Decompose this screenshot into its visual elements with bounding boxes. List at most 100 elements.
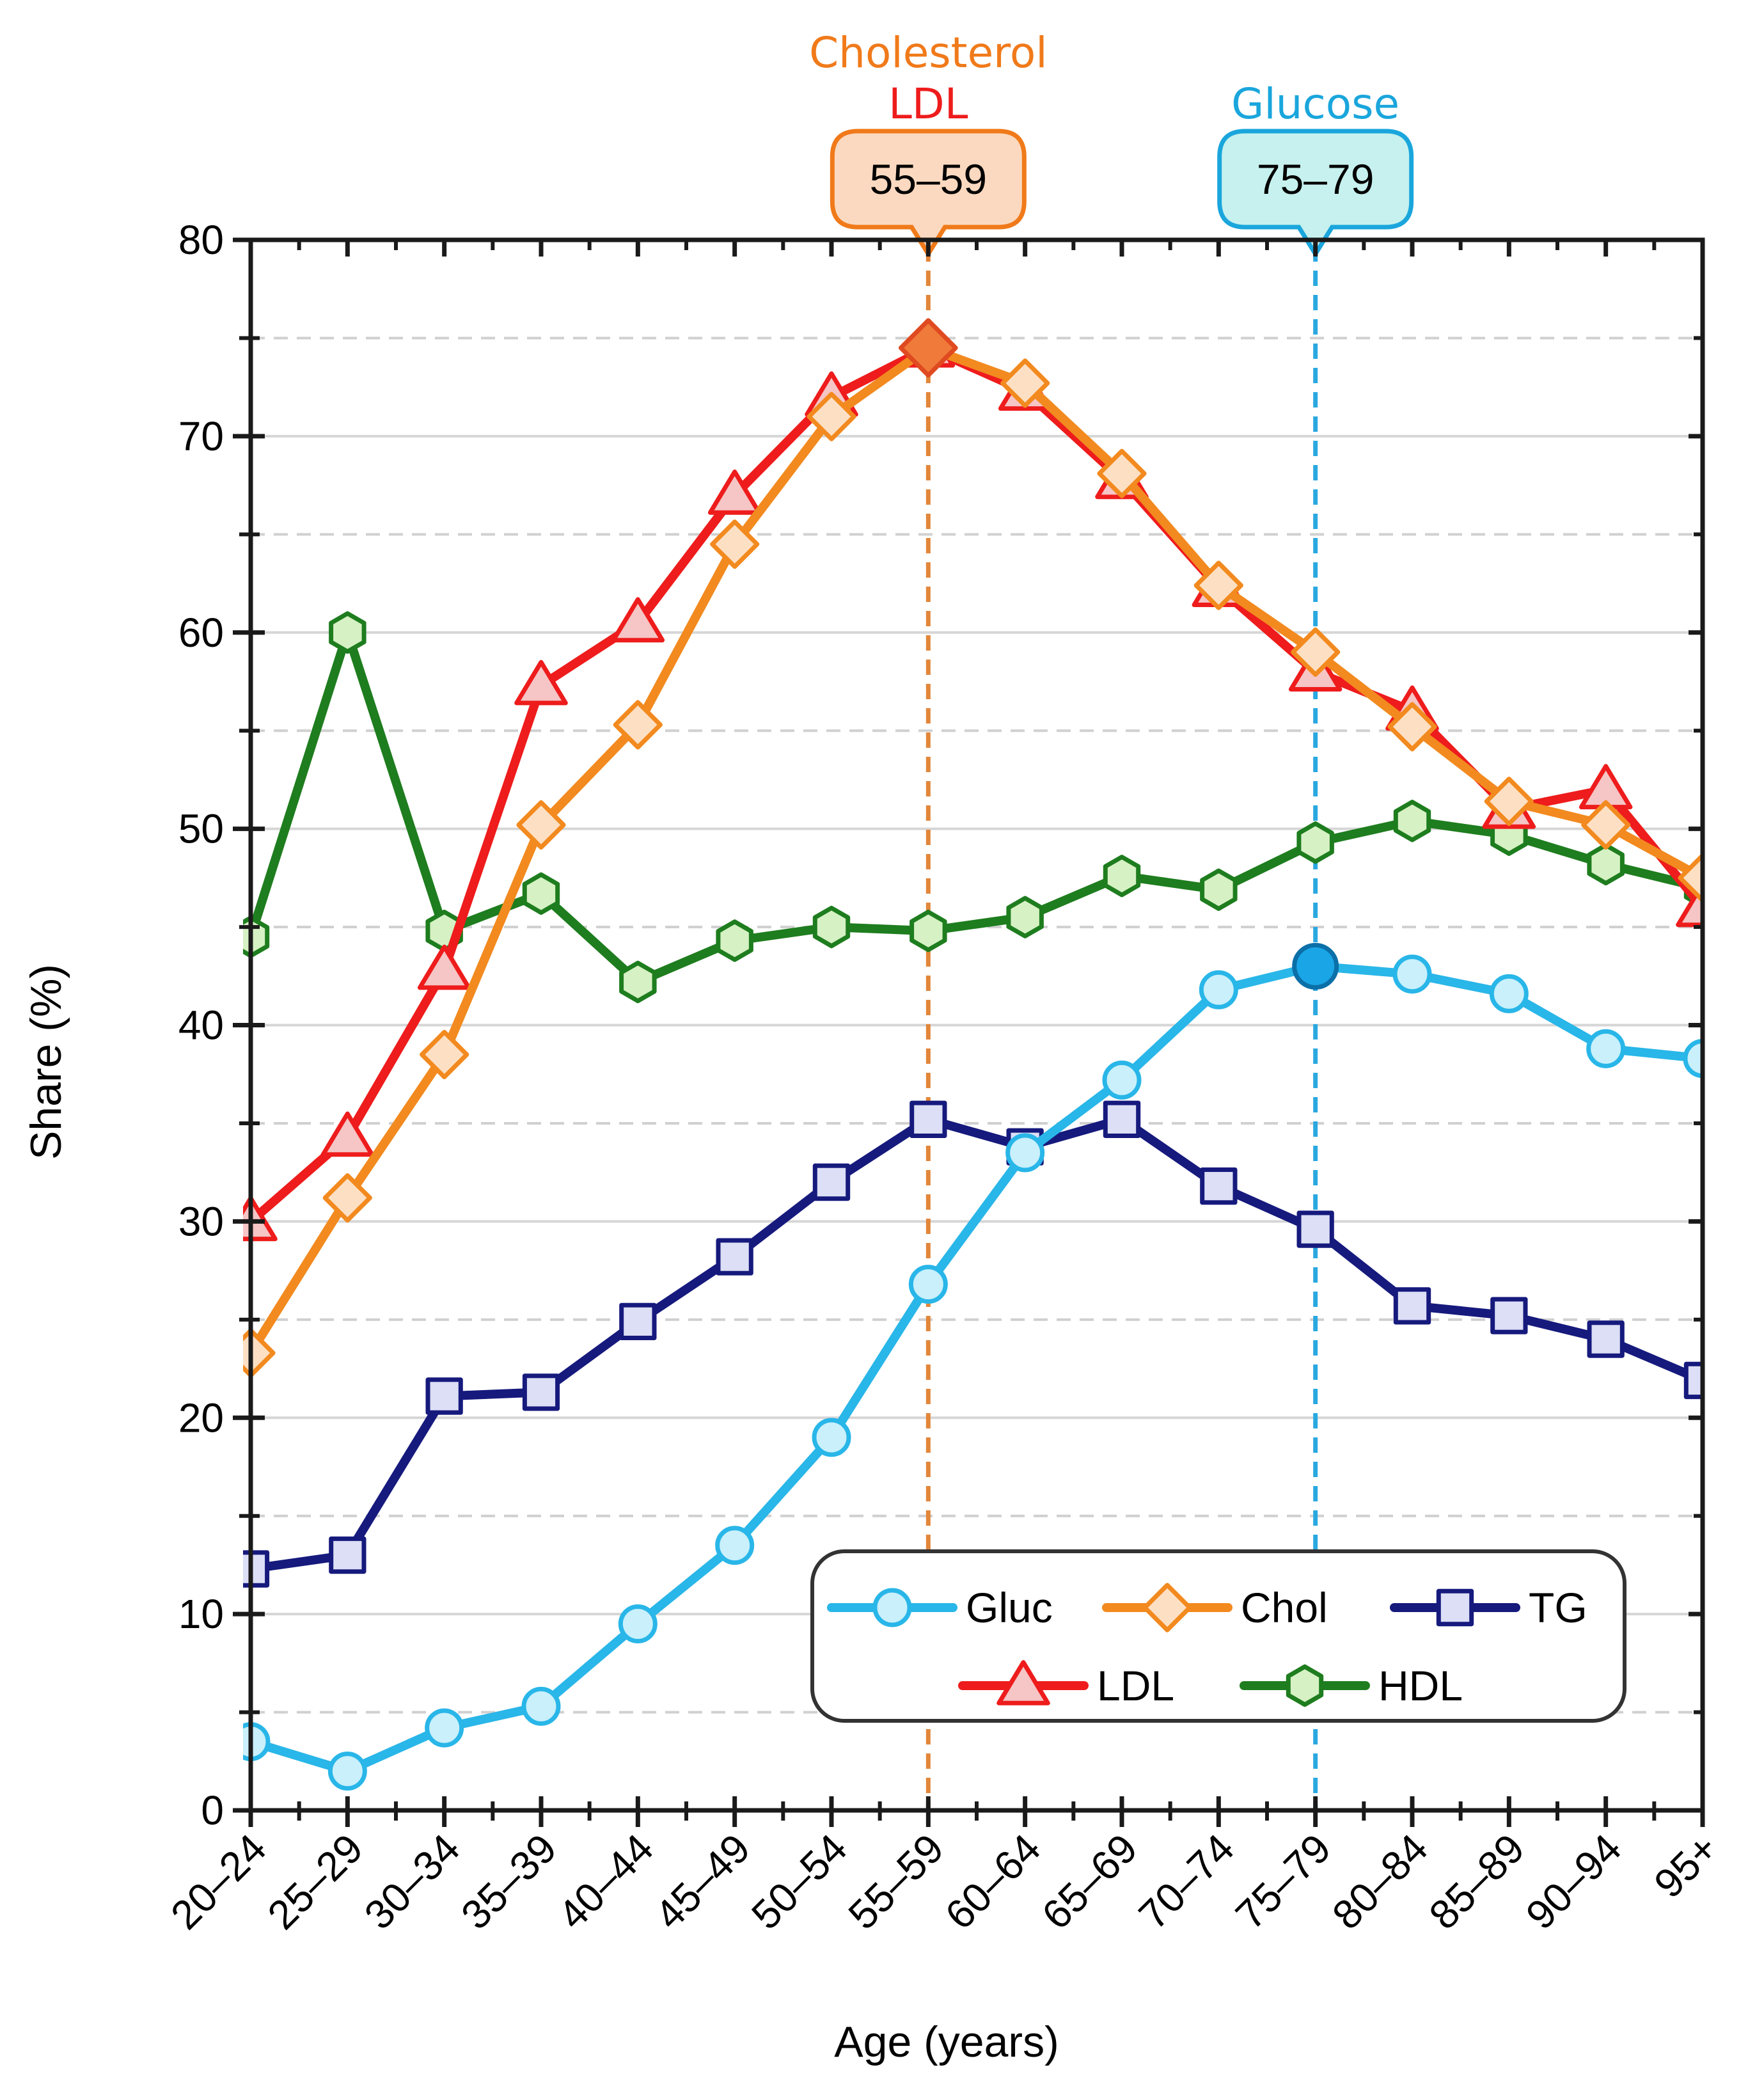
x-tick-label: 65–69: [1033, 1825, 1146, 1938]
x-axis-title: Age (years): [834, 2018, 1059, 2066]
legend-label-chol: Chol: [1241, 1584, 1328, 1631]
data-point-tg: [812, 1163, 851, 1201]
x-tick-label: 40–44: [549, 1825, 662, 1938]
data-point-ldl: [514, 660, 568, 706]
data-point-hdl: [1103, 855, 1141, 898]
data-point-hdl: [1006, 896, 1044, 938]
legend-swatch-marker-gluc: [872, 1588, 912, 1627]
series-line-tg: [246, 1114, 1703, 1574]
y-tick-label: 50: [178, 806, 224, 852]
series-ldl: [243, 322, 1703, 1242]
data-point-chol: [420, 1029, 469, 1080]
data-point-chol: [1581, 800, 1631, 850]
legend-item-tg: TG: [1390, 1584, 1587, 1631]
series-gluc: [243, 942, 1703, 1791]
data-point-ldl: [707, 470, 762, 515]
y-tick-label: 20: [178, 1395, 224, 1441]
data-point-chol: [1000, 358, 1050, 408]
data-point-tg: [619, 1302, 657, 1340]
data-point-chol: [1097, 448, 1147, 498]
legend-item-ldl: LDL: [958, 1660, 1174, 1709]
x-tick-label: 50–54: [743, 1825, 856, 1938]
data-point-tg: [1103, 1100, 1141, 1138]
data-point-tg: [1200, 1167, 1238, 1205]
legend-item-chol: Chol: [1102, 1583, 1328, 1633]
x-tick-label: 90–94: [1517, 1825, 1630, 1938]
data-point-hdl: [1296, 821, 1334, 864]
legend-item-hdl: HDL: [1240, 1662, 1463, 1709]
data-point-chol: [516, 800, 566, 850]
x-tick-label: 80–84: [1323, 1825, 1437, 1938]
data-point-tg: [910, 1100, 947, 1138]
data-point-hdl: [812, 905, 851, 949]
data-point-chol: [1678, 853, 1703, 903]
y-axis-title: Share (%): [22, 964, 70, 1160]
y-tick-label: 10: [178, 1591, 224, 1637]
legend-swatch-marker-tg: [1436, 1588, 1474, 1627]
data-point-chol: [807, 391, 856, 441]
data-point-chol: [898, 318, 958, 378]
data-point-chol: [710, 519, 760, 569]
x-tick-label: 30–34: [356, 1825, 469, 1938]
data-point-gluc: [521, 1686, 561, 1726]
data-point-gluc: [1392, 954, 1432, 994]
y-tick-label: 40: [178, 1002, 224, 1048]
data-point-chol: [1291, 627, 1341, 677]
data-point-tg: [425, 1377, 463, 1415]
data-point-hdl: [716, 919, 753, 962]
data-point-chol: [1484, 777, 1534, 826]
x-tick-label: 45–49: [646, 1825, 759, 1938]
data-point-gluc: [1586, 1029, 1626, 1068]
series-line-gluc: [246, 961, 1703, 1776]
data-point-hdl: [910, 910, 947, 953]
series-chol: [243, 318, 1703, 1378]
data-point-gluc: [1199, 970, 1238, 1009]
data-point-gluc: [327, 1752, 367, 1791]
y-tick-label: 80: [178, 217, 224, 263]
annotation-label-chol-ldl: 55–59: [870, 155, 988, 203]
y-tick-label: 0: [201, 1787, 224, 1833]
data-point-chol: [1193, 560, 1243, 610]
data-point-gluc: [1292, 942, 1339, 990]
data-point-hdl: [1200, 868, 1238, 911]
data-point-tg: [1296, 1210, 1334, 1248]
legend-swatch-marker-hdl: [1286, 1664, 1324, 1707]
x-tick-label: 70–74: [1130, 1825, 1243, 1938]
x-tick-label: 35–39: [452, 1825, 565, 1938]
annotation-label-glucose: 75–79: [1257, 155, 1374, 203]
data-point-ldl: [417, 944, 471, 990]
legend-label-gluc: Gluc: [966, 1584, 1053, 1631]
data-series: [243, 318, 1703, 1791]
legend-label-tg: TG: [1529, 1584, 1587, 1631]
grid-lines: [251, 336, 1703, 1714]
data-point-gluc: [425, 1708, 464, 1748]
data-point-hdl: [522, 872, 560, 915]
data-point-hdl: [329, 611, 366, 654]
data-point-hdl: [1587, 842, 1625, 886]
x-tick-label: 85–89: [1420, 1825, 1533, 1938]
annotation-title-chol-ldl: Cholesterol: [809, 28, 1048, 77]
data-point-chol: [1387, 702, 1437, 752]
data-point-gluc: [1489, 974, 1529, 1013]
x-tick-label: 95+: [1645, 1825, 1727, 1907]
series-tg: [243, 1100, 1703, 1588]
annotations: 55–59 Cholesterol LDL 75–79 Glucose: [809, 28, 1414, 1810]
data-point-tg: [1393, 1287, 1431, 1325]
data-point-gluc: [618, 1604, 658, 1643]
data-point-gluc: [1005, 1133, 1045, 1173]
series-line-chol: [246, 343, 1703, 1357]
data-point-tg: [1683, 1361, 1703, 1400]
legend: Gluc Chol TG LDL HDL: [810, 1549, 1626, 1723]
legend-box: [810, 1549, 1626, 1723]
data-point-hdl: [619, 960, 657, 1004]
data-point-tg: [716, 1238, 753, 1276]
legend-swatch-marker-chol: [1142, 1583, 1192, 1633]
data-point-ldl: [320, 1111, 375, 1157]
annotation-title-glucose: Glucose: [1231, 79, 1399, 129]
legend-label-ldl: LDL: [1097, 1662, 1174, 1709]
data-point-hdl: [1393, 800, 1431, 842]
data-point-gluc: [1102, 1060, 1142, 1100]
data-point-gluc: [715, 1526, 755, 1565]
data-point-tg: [522, 1373, 560, 1411]
